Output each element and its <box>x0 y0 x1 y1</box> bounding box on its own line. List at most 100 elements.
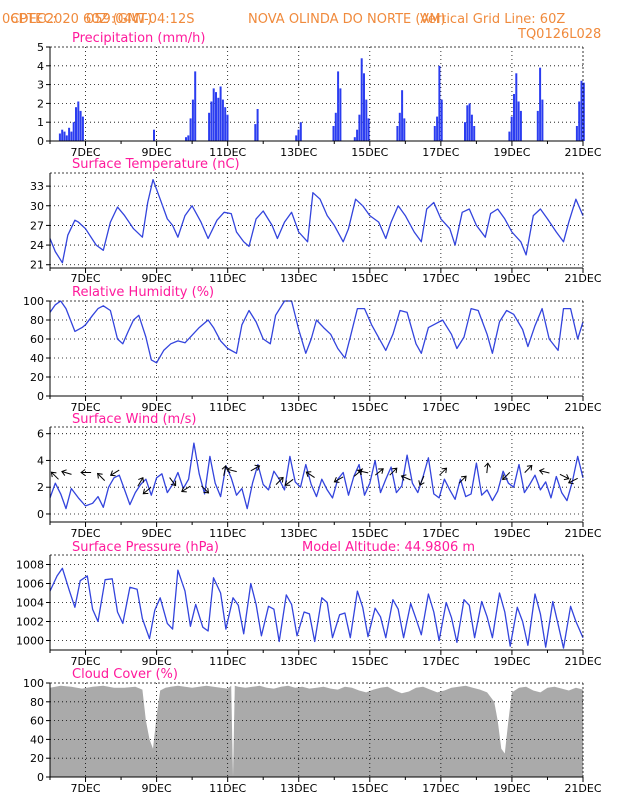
precip-bar <box>189 118 192 141</box>
precip-bar <box>578 101 581 141</box>
precip-bar <box>208 112 211 141</box>
precip-bar <box>75 107 77 141</box>
precip-bar <box>473 126 476 141</box>
wind-arrow-head <box>563 474 570 481</box>
header-location: NOVA OLINDA DO NORTE (AM) <box>248 12 446 27</box>
wind-arrow-head <box>50 471 57 478</box>
wind-arrow <box>486 463 489 474</box>
wind-arrow <box>250 465 260 472</box>
precip-bar <box>582 82 585 141</box>
pressure-line <box>49 567 584 649</box>
wind-xtick-label: 7DEC <box>70 527 100 540</box>
precip-bar <box>297 129 300 141</box>
temperature-xtick-label: 17DEC <box>422 272 459 285</box>
precip-bar <box>58 133 61 141</box>
wind-xtick-label: 13DEC <box>280 527 317 540</box>
precip-bar <box>81 116 84 141</box>
precip-bar <box>153 129 155 141</box>
pressure-xtick-label: 19DEC <box>493 655 530 668</box>
precip-bar <box>254 124 257 141</box>
wind-arrow <box>137 477 144 487</box>
precip-bar <box>398 112 401 141</box>
precip-bar <box>356 129 359 141</box>
pressure-xtick-label: 21DEC <box>564 655 601 668</box>
precip-bar <box>219 86 222 141</box>
pressure-xtick-label: 15DEC <box>351 655 388 668</box>
temperature-xtick-label: 21DEC <box>564 272 601 285</box>
wind-arrow-head <box>278 476 284 483</box>
humidity-ytick-label: 60 <box>30 333 44 346</box>
humidity-title: Relative Humidity (%) <box>72 285 214 300</box>
precipitation-xtick-label: 7DEC <box>70 146 100 159</box>
temperature-ytick-label: 24 <box>30 239 44 252</box>
wind-arrow <box>334 476 344 483</box>
header-grid-info: Vertical Grid Line: 60Z <box>420 12 566 27</box>
wind-arrow <box>374 468 384 476</box>
wind-arrow-head <box>391 467 398 474</box>
temperature-xtick-label: 19DEC <box>493 272 530 285</box>
wind-arrow-head <box>284 480 291 486</box>
pressure-ytick-label: 1000 <box>16 635 44 648</box>
wind-arrow <box>502 472 511 480</box>
pressure-ytick-label: 1008 <box>16 559 44 572</box>
precip-bar <box>517 101 520 141</box>
temperature-xtick-label: 7DEC <box>70 272 100 285</box>
wind-arrow-head <box>538 468 545 475</box>
wind-arrow-head <box>226 466 232 474</box>
precipitation-title: Precipitation (mm/h) <box>72 31 205 46</box>
wind-arrow-head <box>484 462 491 468</box>
temperature-ytick-label: 21 <box>30 259 44 272</box>
humidity-xtick-label: 21DEC <box>564 401 601 414</box>
precip-bar <box>539 67 542 141</box>
wind-title: Surface Wind (m/s) <box>72 412 196 427</box>
precip-bar <box>65 135 68 141</box>
precipitation-xtick-label: 15DEC <box>351 146 388 159</box>
cloud-xtick-label: 15DEC <box>351 782 388 795</box>
wind-ytick-label: 0 <box>37 508 44 521</box>
precip-bar <box>61 129 64 141</box>
humidity-ytick-label: 100 <box>23 295 44 308</box>
precip-bar <box>433 126 436 141</box>
precip-bar <box>468 103 471 141</box>
humidity-xtick-label: 19DEC <box>493 401 530 414</box>
wind-arrow <box>223 465 227 476</box>
wind-arrow <box>169 477 177 486</box>
wind-xtick-label: 15DEC <box>351 527 388 540</box>
humidity-xtick-label: 9DEC <box>142 401 172 414</box>
wind-arrow-head <box>357 468 364 475</box>
wind-arrow-head <box>138 476 144 483</box>
temperature-xtick-label: 9DEC <box>142 272 172 285</box>
wind-xtick-label: 9DEC <box>142 527 172 540</box>
precip-bar <box>68 127 71 141</box>
humidity-line <box>49 300 584 364</box>
temperature-xtick-label: 11DEC <box>209 272 246 285</box>
wind-arrow-head <box>526 464 533 471</box>
precip-bar <box>210 101 213 141</box>
wind-arrow <box>97 473 106 481</box>
pressure-xtick-label: 9DEC <box>142 655 172 668</box>
precip-bar <box>508 131 511 141</box>
cloud-area <box>50 685 583 777</box>
pressure-title: Surface Pressure (hPa) <box>72 540 219 555</box>
wind-arrow <box>181 485 191 492</box>
temperature-xtick-label: 15DEC <box>351 272 388 285</box>
precip-bar <box>185 137 187 141</box>
wind-ytick-label: 2 <box>37 481 44 494</box>
wind-ytick-label: 4 <box>37 454 44 467</box>
precip-bar <box>363 73 365 141</box>
precip-bar <box>580 80 583 141</box>
precipitation-ytick-label: 4 <box>37 60 44 73</box>
humidity-xtick-label: 11DEC <box>209 401 246 414</box>
precip-bar <box>77 101 80 141</box>
precip-bar <box>295 135 298 141</box>
cloud-ytick-label: 0 <box>37 771 44 784</box>
precipitation-ytick-label: 3 <box>37 79 44 92</box>
precip-bar <box>63 131 66 141</box>
temperature-title: Surface Temperature (nC) <box>72 157 240 172</box>
wind-arrow-head <box>203 487 210 494</box>
precip-bar <box>365 99 368 141</box>
wind-arrow <box>142 486 152 495</box>
cloud-xtick-label: 17DEC <box>422 782 459 795</box>
wind-arrow <box>201 485 209 494</box>
precipitation-xtick-label: 19DEC <box>493 146 530 159</box>
